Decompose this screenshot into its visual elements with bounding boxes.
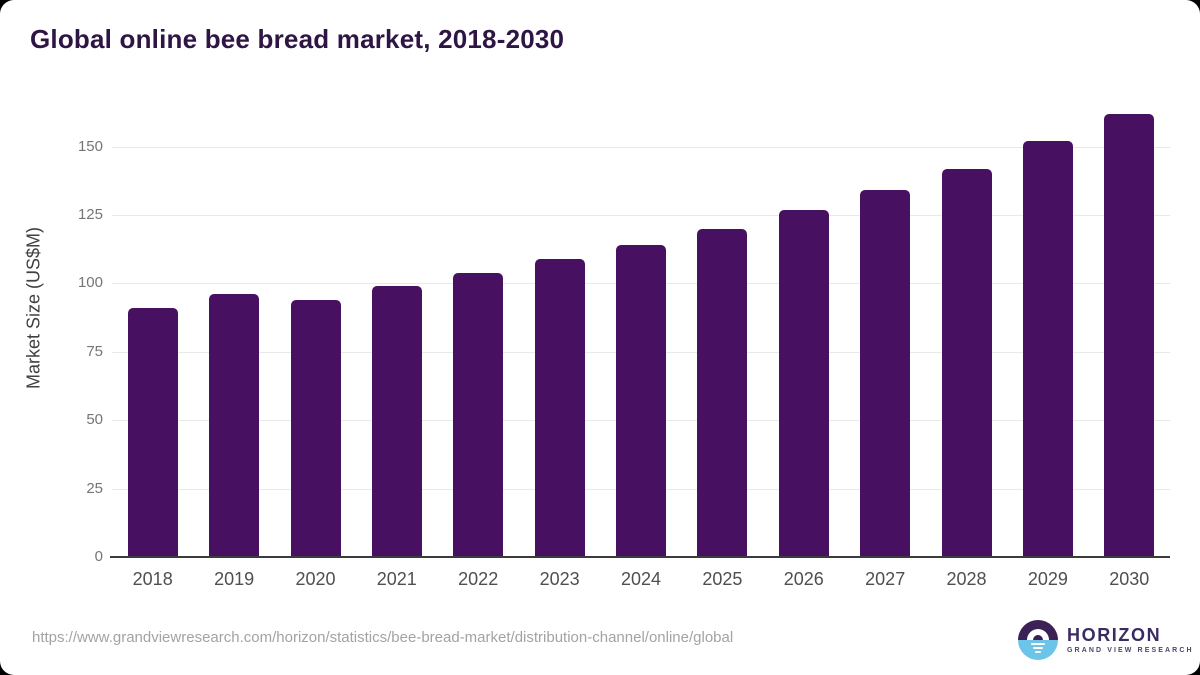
- x-tick-label-2030: 2030: [1109, 569, 1150, 589]
- y-tick-label-100: 100: [77, 274, 103, 292]
- bar-2026: [778, 209, 829, 557]
- x-tick-label-2024: 2024: [620, 569, 662, 589]
- logo-text-block: HORIZON GRAND VIEW RESEARCH: [1067, 626, 1194, 654]
- bar-2018: [127, 308, 178, 557]
- y-tick-label-50: 50: [86, 411, 103, 429]
- bar-2022: [453, 272, 504, 557]
- bar-2029: [1022, 141, 1073, 557]
- y-tick-label-125: 125: [77, 206, 103, 223]
- y-tick-label-75: 75: [86, 342, 103, 360]
- x-tick-label-2023: 2023: [539, 569, 580, 589]
- x-tick-label-2029: 2029: [1027, 569, 1068, 589]
- bar-2025: [697, 228, 748, 557]
- logo-brand-name: HORIZON: [1067, 625, 1162, 645]
- x-tick-label-2025: 2025: [702, 569, 743, 589]
- bar-2030: [1104, 113, 1155, 557]
- x-tick-label-2020: 2020: [295, 569, 336, 589]
- bar-2019: [209, 294, 260, 557]
- gridline-125: [112, 215, 1170, 216]
- bar-2028: [941, 168, 992, 557]
- bar-2023: [534, 258, 585, 557]
- water-reflection-line: [1035, 651, 1041, 653]
- logo-tagline: GRAND VIEW RESEARCH: [1067, 647, 1194, 654]
- x-tick-label-2028: 2028: [946, 569, 987, 589]
- gridline-150: [112, 146, 1170, 148]
- x-tick-label-2018: 2018: [132, 569, 173, 589]
- y-tick-label-25: 25: [86, 479, 103, 497]
- x-tick-label-2019: 2019: [214, 569, 255, 589]
- bar-2020: [290, 299, 341, 557]
- y-axis-title: Market Size (US$M): [23, 226, 44, 390]
- sunrise-over-water-icon: [1018, 620, 1058, 660]
- chart-title: Global online bee bread market, 2018-203…: [30, 24, 565, 54]
- x-tick-label-2027: 2027: [865, 569, 906, 589]
- sun-arc-cutout: [1033, 635, 1043, 640]
- horizon-logo: HORIZON GRAND VIEW RESEARCH: [1018, 620, 1194, 660]
- bar-2027: [860, 190, 911, 557]
- x-axis-line: [110, 556, 1170, 558]
- bar-2021: [371, 286, 422, 557]
- x-tick-label-2021: 2021: [376, 569, 417, 589]
- y-tick-label-150: 150: [77, 137, 103, 155]
- sun-arc: [1027, 629, 1049, 640]
- bar-2024: [616, 245, 666, 557]
- x-tick-label-2022: 2022: [458, 569, 499, 589]
- source-url: https://www.grandviewresearch.com/horizo…: [32, 629, 734, 646]
- water-reflection-line: [1031, 643, 1045, 645]
- x-tick-label-2026: 2026: [783, 569, 824, 589]
- water-reflection-line: [1033, 647, 1043, 649]
- y-tick-label-0: 0: [94, 548, 103, 565]
